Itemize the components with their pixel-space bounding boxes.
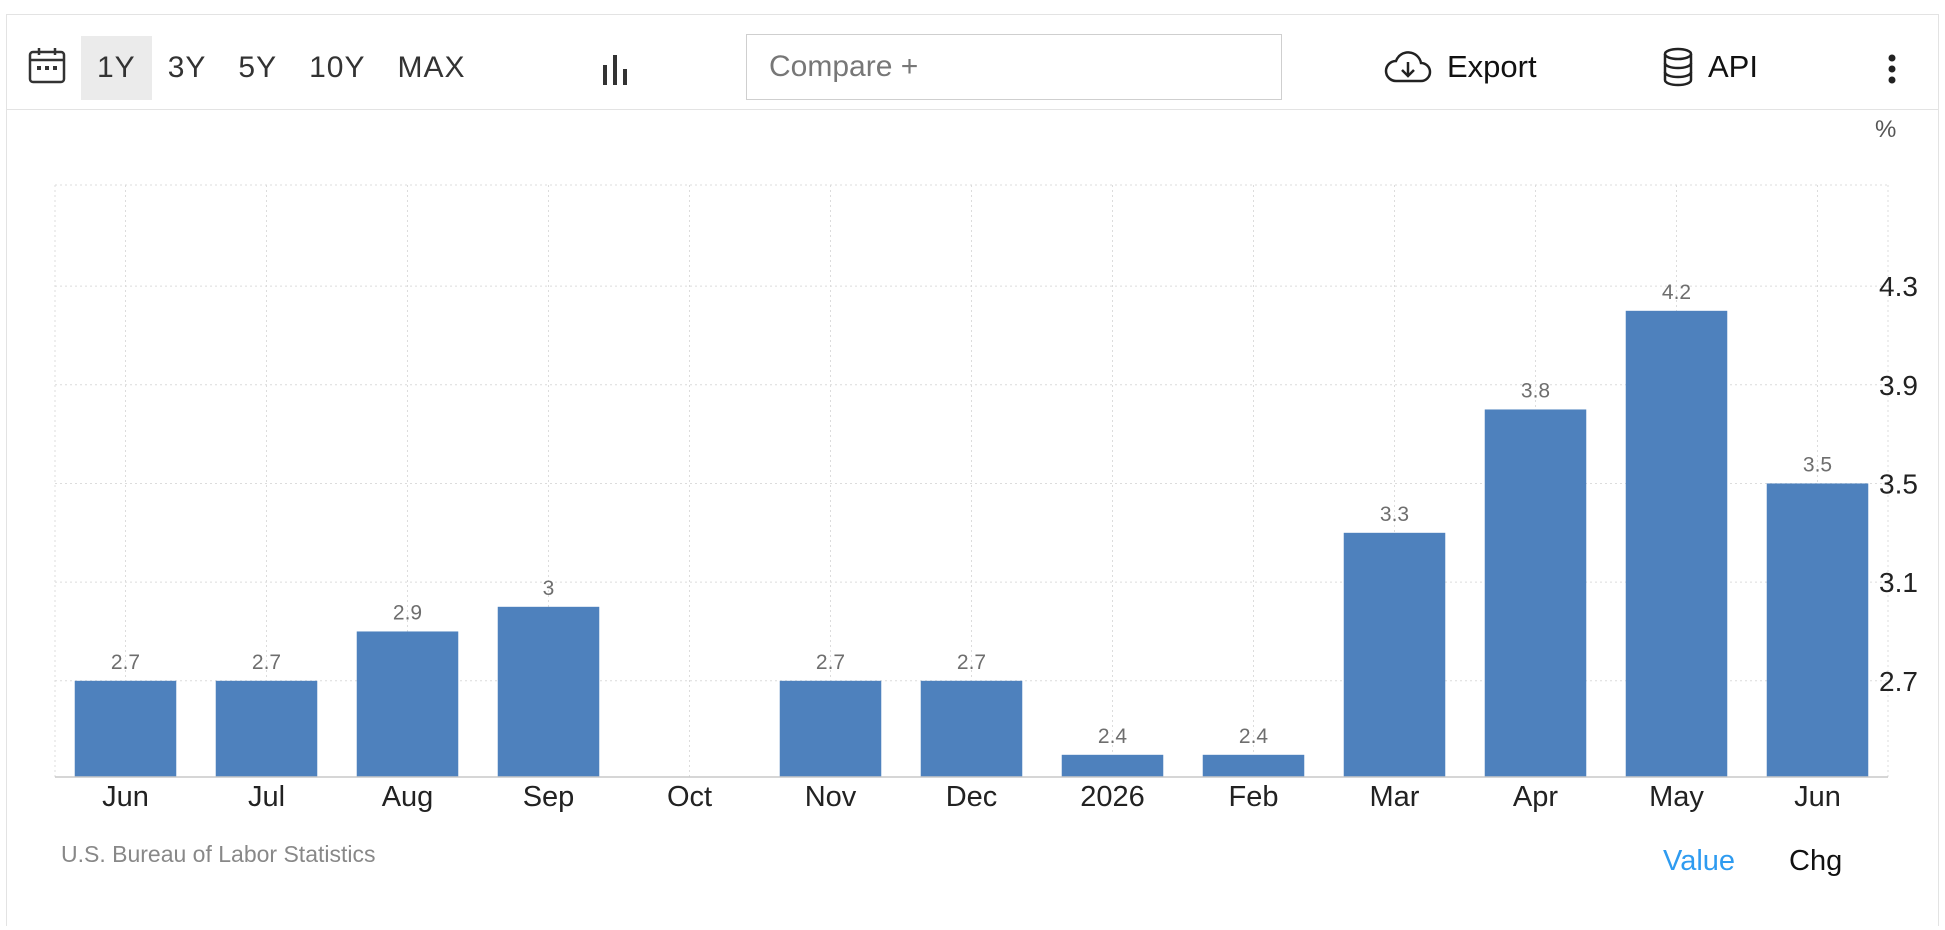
range-button-3y[interactable]: 3Y: [167, 51, 207, 84]
bar-value-label: 2.7: [252, 651, 281, 674]
bar-value-label: 2.7: [816, 651, 845, 674]
bar: [1625, 310, 1728, 777]
chart-widget: 1Y 3Y 5Y 10Y MAX Export: [6, 14, 1939, 926]
bar: [920, 680, 1023, 777]
bar: [1061, 754, 1164, 777]
x-tick-label: Aug: [382, 781, 434, 813]
bar-value-label: 2.7: [111, 651, 140, 674]
x-tick-label: Jul: [248, 781, 285, 813]
export-label: Export: [1447, 49, 1537, 84]
x-tick-label: 2026: [1080, 781, 1145, 813]
unit-label: %: [1875, 116, 1897, 143]
range-selector: 1Y 3Y 5Y 10Y MAX: [81, 36, 482, 100]
x-tick-label: Jun: [1794, 781, 1841, 813]
bar-value-label: 4.2: [1662, 281, 1691, 304]
y-tick-label: 4.3: [1879, 271, 1918, 302]
bar-value-label: 3: [543, 577, 555, 600]
x-tick-label: Mar: [1370, 781, 1420, 813]
x-tick-label: Jun: [102, 781, 149, 813]
bar: [215, 680, 318, 777]
y-tick-label: 3.5: [1879, 468, 1918, 499]
x-tick-label: Apr: [1513, 781, 1558, 813]
bar-value-label: 2.7: [957, 651, 986, 674]
bar: [356, 631, 459, 777]
bar-value-label: 3.8: [1521, 379, 1550, 402]
api-label: API: [1708, 49, 1758, 84]
bar: [1484, 409, 1587, 777]
bar-value-label: 3.5: [1803, 453, 1832, 476]
range-button-max[interactable]: MAX: [397, 51, 466, 84]
range-button-1y[interactable]: 1Y: [81, 36, 152, 100]
y-tick-label: 3.1: [1879, 567, 1918, 598]
chg-toggle[interactable]: Chg: [1789, 845, 1843, 877]
chart-toolbar: 1Y 3Y 5Y 10Y MAX Export: [7, 15, 1938, 110]
x-tick-label: Oct: [667, 781, 712, 813]
range-button-10y[interactable]: 10Y: [309, 51, 366, 84]
x-tick-label: Nov: [805, 781, 857, 813]
more-vertical-icon: [1888, 54, 1896, 84]
bar: [74, 680, 177, 777]
bar: [779, 680, 882, 777]
bar-value-label: 2.9: [393, 601, 422, 624]
bar: [497, 606, 600, 777]
more-button[interactable]: [1877, 49, 1907, 89]
calendar-button[interactable]: [27, 45, 67, 85]
bar: [1343, 532, 1446, 777]
export-button[interactable]: Export: [1383, 45, 1537, 89]
calendar-icon: [28, 48, 66, 84]
bar-value-label: 2.4: [1098, 725, 1128, 748]
bar-value-label: 2.4: [1239, 725, 1269, 748]
value-toggle[interactable]: Value: [1663, 845, 1736, 877]
bar-chart: 2.7 Jun 2.7 Jul 2.9 Aug 3 Sep Oct 2.7 Nov 2.7 Dec 2.4…: [54, 184, 1918, 813]
x-tick-label: May: [1649, 781, 1704, 813]
source-label: U.S. Bureau of Labor Statistics: [61, 841, 376, 867]
range-button-5y[interactable]: 5Y: [238, 51, 278, 84]
chart-type-button[interactable]: [599, 53, 639, 93]
bar: [1202, 754, 1305, 777]
compare-input[interactable]: [746, 34, 1282, 100]
y-tick-label: 3.9: [1879, 370, 1918, 401]
y-tick-label: 2.7: [1879, 666, 1918, 697]
bar-chart-icon: [603, 55, 627, 85]
api-button[interactable]: API: [1662, 45, 1758, 89]
bar: [1766, 483, 1869, 777]
bar-value-label: 3.3: [1380, 503, 1409, 526]
x-tick-label: Sep: [523, 781, 575, 813]
cloud-download-icon: [1383, 50, 1433, 84]
database-icon: [1662, 47, 1694, 87]
x-tick-label: Feb: [1229, 781, 1279, 813]
x-tick-label: Dec: [946, 781, 998, 813]
